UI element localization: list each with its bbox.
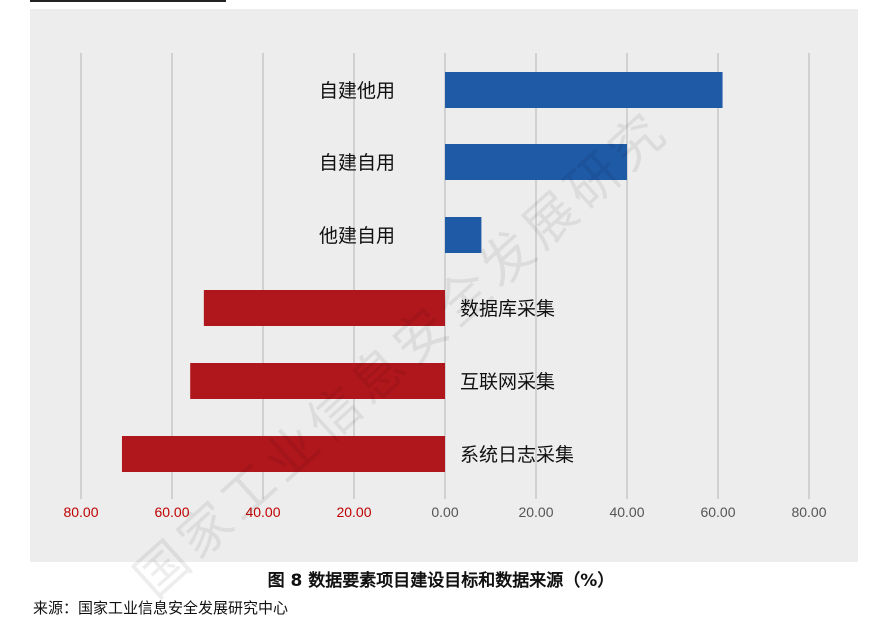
category-label: 系统日志采集 — [460, 444, 574, 466]
bar — [190, 363, 445, 399]
bar — [121, 436, 445, 472]
category-label: 他建自用 — [319, 225, 395, 247]
x-tick-label: 40.00 — [245, 504, 280, 520]
bar — [445, 144, 627, 180]
x-tick-label: 20.00 — [518, 504, 553, 520]
x-tick-label: 40.00 — [609, 504, 644, 520]
bar — [445, 217, 482, 253]
x-tick-label: 60.00 — [154, 504, 189, 520]
figure-caption: 图 8 数据要素项目建设目标和数据来源（%） — [267, 571, 615, 591]
x-tick-label: 60.00 — [700, 504, 735, 520]
x-tick-label: 80.00 — [63, 504, 98, 520]
x-tick-label: 80.00 — [791, 504, 826, 520]
x-tick-label: 0.00 — [431, 504, 458, 520]
category-label: 数据库采集 — [460, 298, 555, 320]
category-label: 自建自用 — [319, 152, 395, 174]
x-tick-label: 20.00 — [336, 504, 371, 520]
figure-source: 来源：国家工业信息安全发展研究中心 — [33, 599, 289, 617]
bar-chart: 80.00 60.00 40.00 20.00 0.00 20.00 40.00 60.00 8… — [63, 53, 827, 520]
top-rule — [30, 0, 226, 2]
bar — [203, 290, 445, 326]
bar — [445, 72, 723, 108]
chart-panel: 80.00 60.00 40.00 20.00 0.00 20.00 40.00 60.00 8… — [30, 9, 858, 562]
category-label: 互联网采集 — [460, 371, 555, 393]
category-label: 自建他用 — [319, 80, 395, 102]
